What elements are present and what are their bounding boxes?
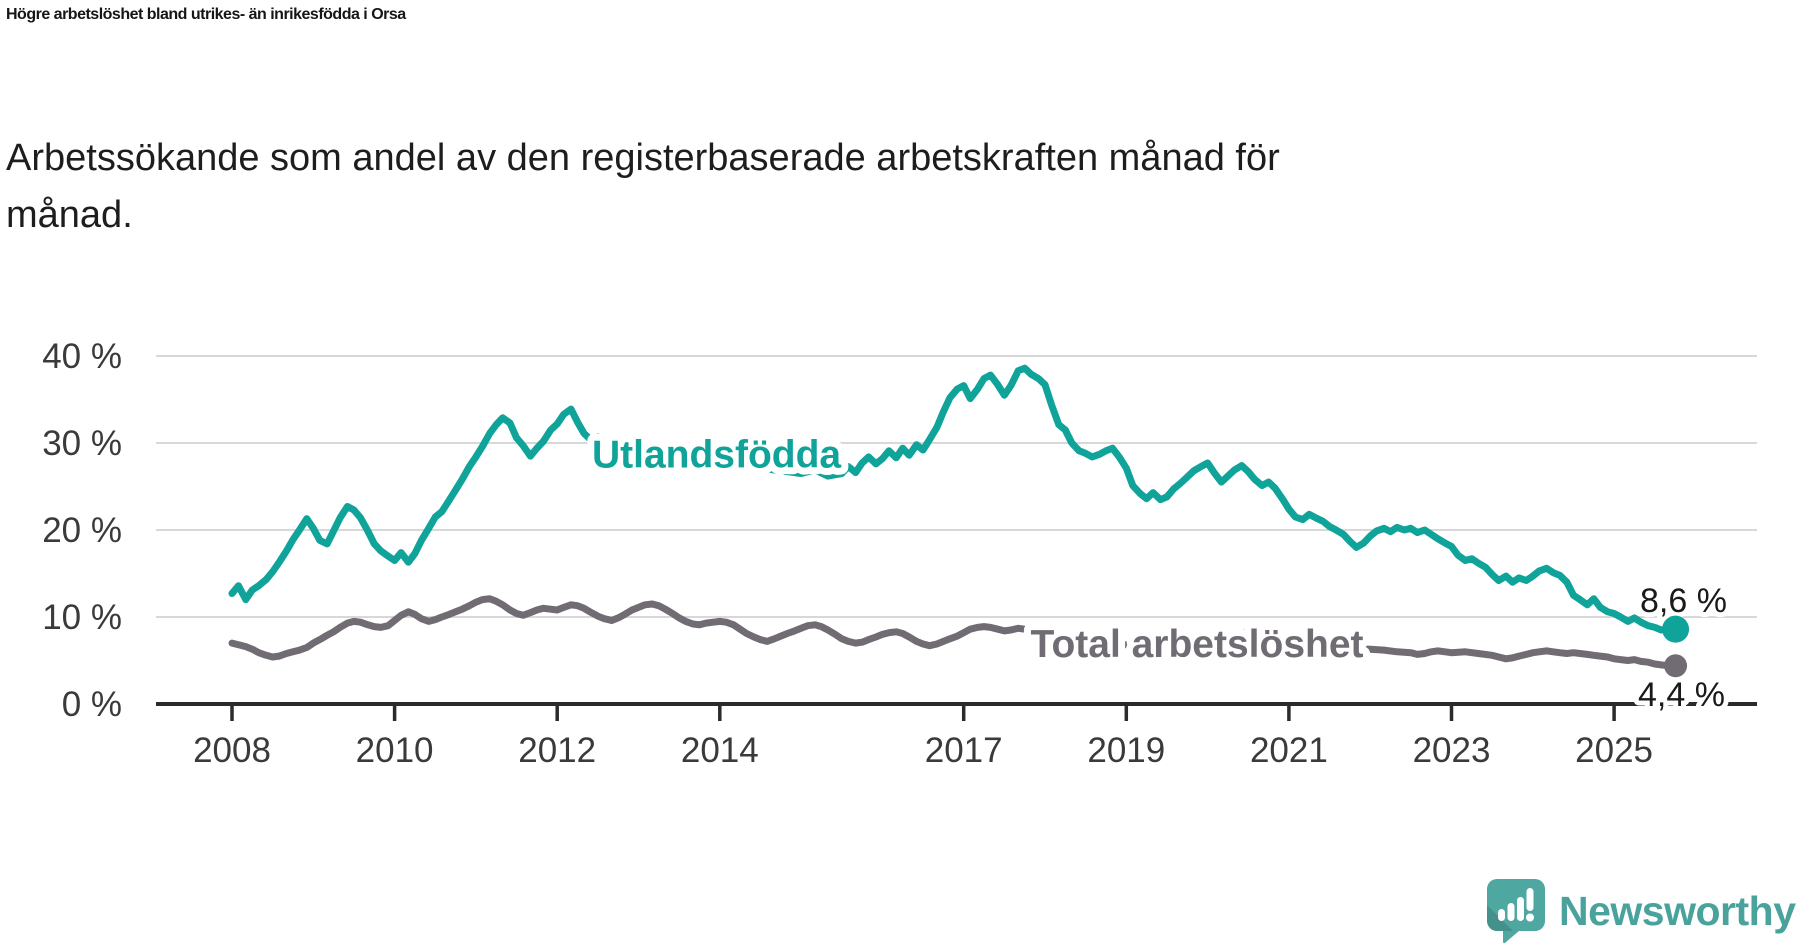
end-dots-layer bbox=[1662, 615, 1690, 678]
series-label-utlandsfodda: Utlandsfödda bbox=[592, 433, 841, 476]
x-tick-label: 2010 bbox=[356, 731, 434, 770]
x-tick-label: 2014 bbox=[681, 731, 759, 770]
end-dot-utlandsfodda bbox=[1662, 615, 1690, 643]
end-dot-total bbox=[1664, 654, 1688, 678]
x-tick-label: 2021 bbox=[1250, 731, 1328, 770]
brand-name: Newsworthy bbox=[1559, 887, 1796, 934]
series-line-utlandsfodda bbox=[228, 364, 1673, 634]
series-label-total: Total arbetslöshet bbox=[1031, 623, 1364, 666]
page-title: Högre arbetslöshet bland utrikes- än inr… bbox=[6, 6, 406, 23]
series-line-total bbox=[228, 595, 1673, 670]
x-tick-label: 2023 bbox=[1413, 731, 1491, 770]
end-value-label-total: 4,4 % bbox=[1638, 676, 1725, 714]
x-tick-label: 2008 bbox=[193, 731, 271, 770]
x-tick-label: 2012 bbox=[518, 731, 596, 770]
chart-subtitle-line1: Arbetssökande som andel av den registerb… bbox=[6, 137, 1280, 179]
x-tick-label: 2025 bbox=[1575, 731, 1653, 770]
series-labels-layer: Utlandsfödda Total arbetslöshet 8,6 % 4,4 % bbox=[585, 426, 1732, 719]
y-tick-label: 40 % bbox=[42, 337, 122, 376]
y-tick-label: 20 % bbox=[42, 511, 122, 550]
end-value-label-utlandsfodda: 8,6 % bbox=[1640, 582, 1727, 620]
y-tick-label: 0 % bbox=[62, 685, 122, 724]
logo-bubble-shape bbox=[1487, 879, 1545, 944]
axis-layer: 0 % 10 % 20 % 30 % 40 % 2008 2010 2012 2014 2017 2… bbox=[42, 337, 1757, 770]
y-tick-label: 10 % bbox=[42, 598, 122, 637]
newsworthy-logo-icon bbox=[1487, 879, 1545, 944]
x-tick-label: 2017 bbox=[925, 731, 1003, 770]
chart-subtitle: Arbetssökande som andel av den registerb… bbox=[6, 130, 1566, 244]
x-tick-label: 2019 bbox=[1087, 731, 1165, 770]
series-lines-layer bbox=[228, 364, 1673, 670]
newsworthy-brand: Newsworthy bbox=[1486, 878, 1796, 944]
logo-barchart-glyph bbox=[1498, 888, 1534, 922]
chart-subtitle-line2: månad. bbox=[6, 194, 133, 236]
y-tick-label: 30 % bbox=[42, 424, 122, 463]
